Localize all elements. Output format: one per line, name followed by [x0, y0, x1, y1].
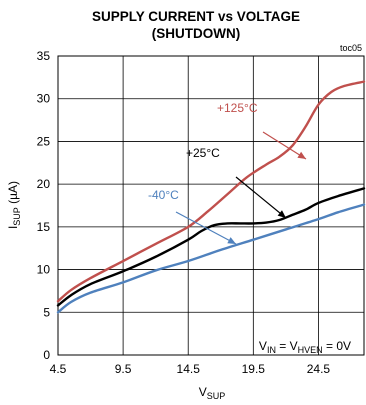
- x-tick-labels: 4.5 9.5 14.5 19.5 24.5: [50, 362, 331, 376]
- annotation-25c-label: +25°C: [186, 146, 220, 160]
- series-line-25c: [56, 187, 366, 307]
- annotation-25c-arrowhead: [277, 210, 286, 218]
- series-line-minus40c: [56, 203, 366, 314]
- annotation-125c-arrowhead: [297, 151, 306, 159]
- figure-code: toc05: [340, 43, 362, 53]
- annotation-125c-label: +125°C: [217, 101, 258, 115]
- condition-label: VIN = VHVEN = 0V: [259, 339, 351, 355]
- grid: [58, 56, 364, 355]
- x-tick-label: 9.5: [115, 362, 132, 376]
- y-tick-label: 15: [37, 220, 51, 234]
- chart-title-line2: (SHUTDOWN): [152, 26, 240, 41]
- y-tick-label: 25: [37, 134, 51, 148]
- y-tick-label: 35: [37, 49, 51, 63]
- y-axis-label: ISUP (µA): [6, 181, 22, 229]
- y-tick-label: 10: [37, 263, 51, 277]
- annotation-125c-arrow: [262, 131, 307, 160]
- chart-title-line1: SUPPLY CURRENT vs VOLTAGE: [92, 9, 300, 24]
- x-tick-label: 4.5: [50, 362, 67, 376]
- x-axis-label: VSUP: [199, 385, 226, 401]
- y-tick-label: 0: [43, 348, 50, 362]
- x-tick-label: 24.5: [307, 362, 331, 376]
- y-tick-label: 30: [37, 92, 51, 106]
- annotation-minus40c-arrowhead: [227, 237, 236, 244]
- series-line-125c: [56, 80, 366, 303]
- annotation-25c-arrow: [235, 176, 287, 219]
- annotation-minus40c-label: -40°C: [148, 188, 179, 202]
- y-tick-labels: 0 5 10 15 20 25 30 35: [37, 49, 51, 362]
- x-tick-label: 14.5: [177, 362, 201, 376]
- y-tick-label: 5: [43, 305, 50, 319]
- annotation-minus40c-arrow: [175, 211, 237, 245]
- x-tick-label: 19.5: [242, 362, 266, 376]
- y-tick-label: 20: [37, 177, 51, 191]
- annotations: +125°C +25°C -40°C: [148, 101, 307, 245]
- series-lines: [56, 80, 366, 314]
